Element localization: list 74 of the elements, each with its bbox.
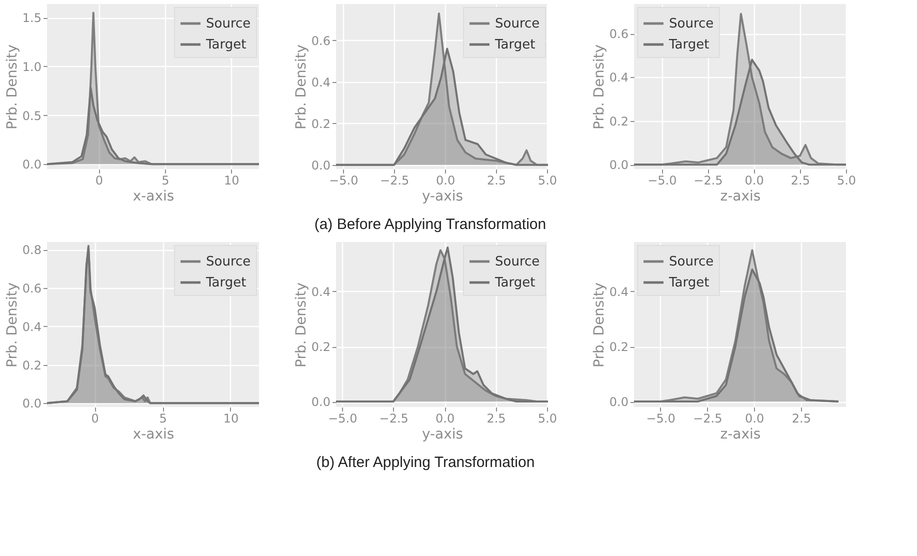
y-tick-label: 0.4 bbox=[22, 320, 42, 334]
x-tick-label: 0.0 bbox=[436, 412, 455, 426]
y-axis-title: Prb. Density bbox=[591, 282, 608, 368]
x-tick-label: −5.0 bbox=[646, 412, 676, 426]
y-tick-label: 0.8 bbox=[22, 243, 42, 258]
legend-label: Target bbox=[494, 276, 536, 290]
x-tick-label: 2.5 bbox=[486, 412, 506, 426]
x-tick-label: −2.5 bbox=[380, 174, 410, 188]
y-tick-label: 0.6 bbox=[22, 282, 42, 296]
x-tick-label: 5.0 bbox=[538, 412, 558, 426]
y-tick-label: 0.5 bbox=[22, 108, 42, 123]
x-tick-label: 0 bbox=[91, 412, 99, 426]
y-tick-label: 0.4 bbox=[609, 285, 628, 299]
x-tick-label: 0 bbox=[95, 174, 103, 188]
x-tick-label: 0.0 bbox=[744, 174, 764, 188]
y-axis-title: Prb. Density bbox=[293, 44, 310, 130]
y-axis-title: Prb. Density bbox=[293, 282, 310, 368]
legend-label: Source bbox=[495, 16, 540, 32]
x-tick-label: 10 bbox=[224, 174, 240, 188]
x-tick-label: −5.0 bbox=[328, 412, 358, 426]
x-tick-label: 0.0 bbox=[436, 174, 456, 188]
text: (b) After Applying Transformation bbox=[316, 454, 535, 471]
x-axis-title: x-axis bbox=[132, 188, 174, 204]
legend-label: Target bbox=[205, 38, 246, 52]
x-axis-title: x-axis bbox=[132, 426, 174, 442]
x-tick-label: 5.0 bbox=[836, 174, 856, 188]
x-axis-title: z-axis bbox=[720, 426, 761, 442]
legend-label: Target bbox=[494, 38, 536, 52]
legend-label: Source bbox=[206, 254, 251, 270]
legend-label: Source bbox=[495, 254, 540, 270]
text: (a) Before Applying Transformation bbox=[314, 216, 546, 233]
legend-label: Source bbox=[669, 16, 714, 32]
y-tick-label: 0.6 bbox=[311, 34, 330, 48]
legend-label: Target bbox=[668, 38, 710, 52]
x-tick-label: 5.0 bbox=[538, 174, 558, 188]
x-axis-title: y-axis bbox=[422, 426, 464, 442]
x-tick-label: −2.5 bbox=[694, 174, 723, 188]
x-axis-title: y-axis bbox=[422, 188, 464, 204]
y-tick-label: 0.0 bbox=[311, 395, 330, 409]
legend-label: Target bbox=[668, 276, 710, 290]
x-tick-label: −5.0 bbox=[648, 174, 677, 188]
x-tick-label: 2.5 bbox=[792, 412, 812, 426]
y-tick-label: 0.4 bbox=[609, 70, 628, 85]
legend-label: Source bbox=[669, 254, 714, 270]
y-tick-label: 0.2 bbox=[311, 116, 330, 131]
y-tick-label: 1.0 bbox=[22, 60, 42, 74]
y-axis-title: Prb. Density bbox=[4, 44, 20, 130]
x-tick-label: 5 bbox=[159, 412, 167, 426]
y-tick-label: 0.0 bbox=[609, 158, 628, 172]
x-tick-label: −2.5 bbox=[693, 412, 722, 426]
y-tick-label: 0.2 bbox=[609, 340, 628, 354]
y-tick-label: 0.6 bbox=[609, 27, 628, 42]
y-tick-label: 0.4 bbox=[311, 75, 330, 90]
y-tick-label: 0.0 bbox=[609, 395, 628, 409]
y-tick-label: 0.2 bbox=[609, 114, 628, 128]
y-tick-label: 0.0 bbox=[22, 396, 42, 411]
x-tick-label: 2.5 bbox=[790, 174, 810, 188]
x-axis-title: z-axis bbox=[720, 188, 761, 204]
x-tick-label: 5 bbox=[162, 174, 170, 188]
x-tick-label: 10 bbox=[223, 412, 239, 426]
y-tick-label: 0.0 bbox=[311, 158, 330, 172]
x-tick-label: 2.5 bbox=[486, 174, 506, 188]
y-axis-title: Prb. Density bbox=[591, 44, 608, 130]
y-axis-title: Prb. Density bbox=[4, 282, 20, 368]
legend-label: Target bbox=[205, 276, 246, 290]
y-tick-label: 0.2 bbox=[311, 340, 330, 354]
x-tick-label: −5.0 bbox=[329, 174, 358, 188]
y-tick-label: 0.4 bbox=[311, 285, 330, 299]
y-tick-label: 0.0 bbox=[22, 158, 42, 172]
y-tick-label: 1.5 bbox=[22, 11, 42, 26]
legend-label: Source bbox=[206, 16, 251, 32]
y-tick-label: 0.2 bbox=[22, 358, 42, 372]
x-tick-label: −2.5 bbox=[379, 412, 408, 426]
x-tick-label: 0.0 bbox=[745, 412, 764, 426]
